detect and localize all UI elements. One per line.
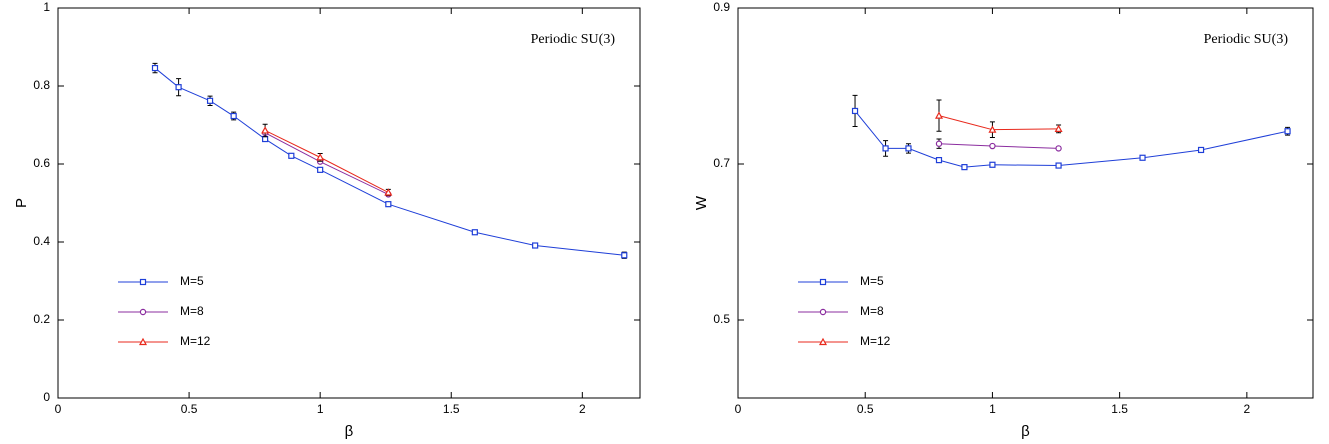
legend-label: M=8 <box>180 304 204 318</box>
marker <box>1055 145 1062 152</box>
y-tick-label: 0.2 <box>33 312 50 326</box>
legend-label: M=5 <box>860 274 884 288</box>
marker <box>316 153 325 161</box>
y-tick-label: 0.7 <box>713 156 730 170</box>
x-tick-label: 2 <box>579 402 586 416</box>
x-tick-label: 0.5 <box>857 402 874 416</box>
marker <box>139 308 147 316</box>
series-line <box>854 110 1288 168</box>
marker <box>175 84 182 91</box>
marker <box>1139 154 1146 161</box>
marker <box>230 112 237 120</box>
x-tick-label: 1 <box>317 402 324 416</box>
marker <box>206 97 214 104</box>
x-tick-label: 0 <box>55 402 62 416</box>
y-tick-label: 0.4 <box>33 234 50 248</box>
y-axis-label: W <box>693 195 710 210</box>
marker <box>935 157 943 164</box>
y-tick-label: 1 <box>43 0 50 14</box>
legend-label: M=8 <box>860 304 884 318</box>
marker <box>471 229 478 236</box>
annotation: Periodic SU(3) <box>1204 32 1289 47</box>
marker <box>988 125 997 133</box>
marker <box>1055 162 1062 169</box>
marker <box>385 201 392 208</box>
y-tick-label: 0.9 <box>713 0 730 14</box>
marker <box>905 145 912 152</box>
marker <box>262 135 269 143</box>
x-tick-label: 2 <box>1244 402 1251 416</box>
legend-label: M=5 <box>180 274 204 288</box>
series-line <box>938 143 1059 149</box>
plot-frame <box>57 7 641 399</box>
marker <box>138 337 148 346</box>
y-tick-label: 0.6 <box>33 156 50 170</box>
marker <box>1054 124 1063 132</box>
legend-label: M=12 <box>860 334 891 348</box>
marker <box>851 107 859 115</box>
x-tick-label: 1 <box>989 402 996 416</box>
x-tick-label: 0 <box>735 402 742 416</box>
series-line <box>264 132 389 195</box>
series-line <box>938 115 1059 131</box>
x-tick-label: 0.5 <box>181 402 198 416</box>
marker <box>532 242 539 249</box>
marker <box>989 142 996 150</box>
marker <box>317 166 324 173</box>
y-tick-label: 0.8 <box>33 78 50 92</box>
y-axis-label: P <box>13 198 30 208</box>
annotation: Periodic SU(3) <box>531 32 616 47</box>
marker <box>621 252 628 259</box>
x-tick-label: 1.5 <box>1111 402 1128 416</box>
x-tick-label: 1.5 <box>443 402 460 416</box>
marker <box>935 140 943 147</box>
y-tick-label: 0.5 <box>713 312 730 326</box>
marker <box>1284 128 1291 135</box>
marker <box>384 188 393 196</box>
marker <box>151 64 159 72</box>
marker <box>882 145 889 152</box>
marker <box>961 164 968 171</box>
legend-label: M=12 <box>180 334 211 348</box>
marker <box>139 278 147 286</box>
marker <box>989 161 996 168</box>
marker <box>1197 146 1205 154</box>
marker <box>934 111 944 119</box>
series-line <box>264 130 389 193</box>
y-tick-label: 0 <box>43 390 50 404</box>
marker <box>288 152 295 159</box>
series-line <box>154 67 625 256</box>
plot-frame <box>737 7 1314 399</box>
x-axis-label: β <box>345 423 354 440</box>
marker <box>819 308 827 316</box>
marker <box>819 278 827 286</box>
marker <box>818 337 828 346</box>
marker <box>261 126 270 134</box>
x-axis-label: β <box>1021 423 1030 440</box>
